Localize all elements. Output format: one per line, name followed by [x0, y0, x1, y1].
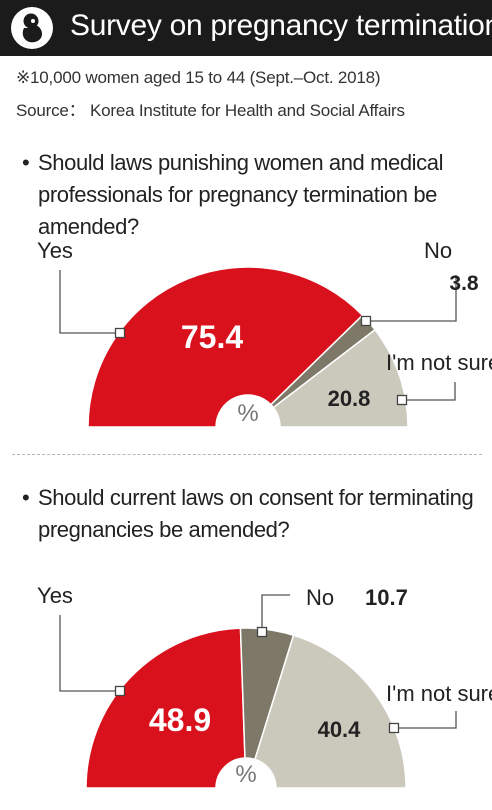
bullet: • [22, 150, 30, 175]
chart-2-half-donut: Yes No I'm not sure 48.9 10.7 40.4% [37, 583, 492, 810]
legend-label-no: No [424, 238, 452, 263]
leader-line [402, 382, 456, 401]
legend-label-yes: Yes [37, 238, 73, 263]
slice-yes [85, 627, 246, 789]
value-label-no: 10.7 [365, 585, 408, 610]
donut-hole [217, 759, 275, 810]
bullet: • [22, 485, 30, 510]
leader-marker [388, 722, 400, 734]
question-1: • Should laws punishing women and medica… [22, 147, 492, 243]
value-label-yes: 48.9 [149, 702, 211, 738]
unit-label: % [235, 761, 256, 788]
value-label-not-sure: 40.4 [318, 717, 362, 742]
fetus-icon [11, 7, 53, 49]
slice-not-sure [272, 328, 409, 428]
legend-label-not-sure: I'm not sure [386, 350, 492, 375]
leader-line [261, 594, 290, 632]
leader-marker [360, 315, 372, 327]
leader-marker [396, 394, 408, 406]
source-note: Source： Korea Institute for Health and S… [16, 101, 405, 120]
leader-marker [114, 327, 126, 339]
leader-marker [114, 685, 126, 697]
leader-line [59, 270, 120, 334]
leader-line [59, 615, 120, 692]
question-1-text: Should laws punishing women and medical … [38, 150, 444, 239]
value-label-yes: 75.4 [181, 319, 243, 355]
sample-note: ※10,000 women aged 15 to 44 (Sept.–Oct. … [16, 68, 381, 87]
legend-label-yes: Yes [37, 583, 73, 608]
unit-label: % [237, 400, 258, 427]
slice-not-sure [253, 634, 407, 789]
header-banner: Survey on pregnancy termination [0, 0, 492, 56]
page-title: Survey on pregnancy termination [70, 9, 492, 42]
question-2-text: Should current laws on consent for termi… [38, 485, 474, 542]
legend-label-not-sure: I'm not sure [386, 681, 492, 706]
leader-line [366, 275, 457, 322]
value-label-not-sure: 20.8 [328, 386, 371, 411]
leader-marker [256, 626, 268, 638]
slice-yes [87, 266, 364, 428]
donut-hole [217, 396, 279, 458]
section-divider [12, 454, 482, 455]
chart-1-half-donut: Yes No I'm not sure 75.4 3.8 20.8% [37, 238, 492, 458]
leader-line [394, 711, 457, 729]
value-label-no: 3.8 [449, 272, 479, 295]
question-2: • Should current laws on consent for ter… [22, 482, 492, 546]
legend-label-no: No [306, 585, 334, 610]
